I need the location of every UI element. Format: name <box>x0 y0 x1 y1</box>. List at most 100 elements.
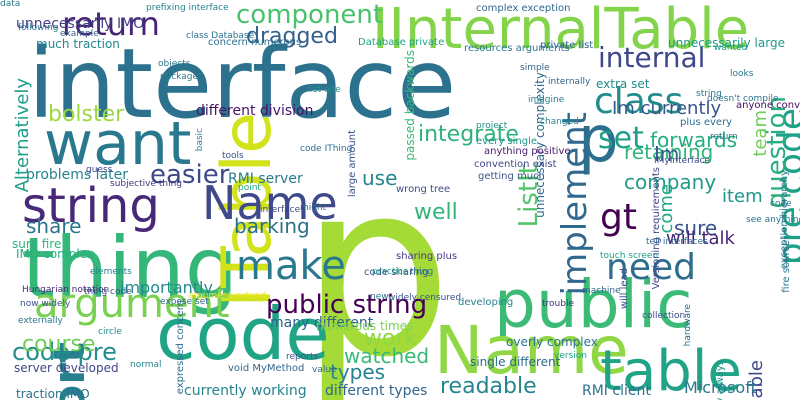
word-different-division-61: different division <box>196 103 314 119</box>
word-unnecessarily-large-80: unnecessarily large <box>668 36 785 50</box>
word-interface-1: interface <box>28 28 457 140</box>
word-rmi-server-60: RMI server <box>228 171 303 187</box>
word-wanted-142: wanted <box>714 43 748 53</box>
word-string-11: string <box>22 178 160 234</box>
word-company-43: company <box>624 170 717 194</box>
word-expressed-concern-99: expressed concern <box>175 300 186 395</box>
word-fire-source-89: fire source <box>781 240 792 293</box>
word-unnecessary-complexity-96: unnecessary complexity <box>533 72 547 218</box>
word-trouble-134: trouble <box>542 299 574 309</box>
word-see-anything-111: see anything <box>746 215 800 225</box>
word-subjective-thing-105: subjective thing <box>110 179 182 189</box>
word-integrate-26: integrate <box>418 122 519 147</box>
word-traction-imo-68: traction IMO <box>16 387 90 400</box>
word-every-single-77: every single <box>476 136 538 147</box>
word-code-5: code <box>156 292 330 376</box>
word-rmi-client-58: RMI client <box>582 383 651 399</box>
word-numerous-times-71: numerous times <box>316 319 414 333</box>
word-want-8: want <box>44 109 192 179</box>
word-argument-extend-109: argument extend <box>188 291 267 301</box>
word-reports-127: reports <box>286 352 319 362</box>
word-sure-fire-65: sure fire <box>12 237 62 251</box>
word-readable-36: readable <box>440 374 537 399</box>
word-data-149: data <box>0 0 21 9</box>
word-code-146: code <box>770 199 792 209</box>
word-return-138: return <box>710 132 738 142</box>
word-team-50: team <box>750 110 771 157</box>
word-practically-always-90: practically always <box>715 360 726 400</box>
word-sure-47: sure <box>674 216 718 240</box>
word-large-amount-106: large amount <box>347 130 358 198</box>
word-name-7: Name <box>434 312 629 389</box>
word-prefixing-interface-85: prefixing interface <box>146 3 229 13</box>
word-class-17: class <box>594 81 684 122</box>
word-problems-later-62: problems later <box>26 167 128 183</box>
word-unnecessarily-imo-63: unnecessarily IMO <box>16 16 145 32</box>
word-string-143: string <box>696 89 722 99</box>
word-imagine-123: imagine <box>528 95 565 105</box>
word-well-42: well <box>414 200 458 225</box>
word-make-14: make <box>236 243 346 289</box>
word-example-120: example <box>60 29 99 39</box>
word-guess-135: guess <box>86 165 113 175</box>
word-wrong-tree-79: wrong tree <box>396 184 451 195</box>
word-will-lead-93: will lead <box>619 268 630 310</box>
word-barking-41: barking <box>234 214 310 238</box>
word-hungarian-notation-102: Hungarian notation <box>22 285 110 295</box>
word-im-currently-45: Im currently <box>612 98 722 119</box>
word-plus-every-75: plus every <box>680 117 733 128</box>
word-public-6: public <box>494 266 693 343</box>
word-changed-140: changed <box>540 117 579 127</box>
word-touch-screen-113: touch screen <box>600 251 659 261</box>
word-package-118: package <box>160 72 198 82</box>
word-concern-numerous-86: concern numerous <box>208 37 302 48</box>
word-developing-94: developing <box>458 297 514 308</box>
word-anyone-convince-76: anyone convince <box>736 100 800 111</box>
word-interface-141: interface <box>260 205 301 215</box>
word-list-one-107: list one <box>308 85 341 95</box>
word-collection-92: collection <box>642 311 686 321</box>
word-point-145: point <box>238 183 261 193</box>
word-project-126: project <box>476 121 508 131</box>
word-internally-122: internally <box>548 77 591 87</box>
word-retaining-38: retaining <box>624 140 714 164</box>
word-im-46: Im <box>654 142 680 166</box>
word-gt-21: gt <box>600 197 637 238</box>
word-now-widely-104: now widely <box>20 299 71 309</box>
word-version-136: version <box>554 351 587 361</box>
word-imo-complex-67: IMO complex <box>16 247 95 261</box>
word-importantly-55: importantly <box>120 278 213 297</box>
word-following-121: following <box>18 23 59 33</box>
word-forwards-44: forwards <box>650 128 738 152</box>
word-versioning-requirements-91: Versioning requirements <box>651 167 662 290</box>
word-many-different-59: many different <box>270 315 374 331</box>
word-share-40: share <box>26 214 82 238</box>
word-complex-exception-81: complex exception <box>476 3 571 14</box>
word-hardware-133: hardware <box>683 304 693 347</box>
word-machine-124: machine <box>582 286 621 296</box>
word-database-private-82: Database private <box>358 37 445 48</box>
word-set-25: set <box>598 121 644 156</box>
word-elements-116: elements <box>90 267 132 277</box>
word-implement-19: implement <box>555 112 595 296</box>
word-microsoft-54: Microsoft <box>684 378 757 397</box>
word-getting-much-78: getting much <box>478 171 545 182</box>
word-overly-complex-73: overly complex <box>506 335 598 349</box>
word-private-list-84: private list <box>540 40 594 51</box>
word-argument-13: argument <box>34 281 230 327</box>
word-passed-backwards-95: passed backwards <box>403 50 417 161</box>
word-expose-set-115: expose set <box>160 297 209 307</box>
word-item-48: item <box>722 186 763 207</box>
word-thing-144: thing <box>410 267 434 277</box>
word-p-0: p <box>300 130 453 400</box>
word-widely-censured-101: widely censured <box>388 293 462 303</box>
word-anything-positive-98: anything positive <box>484 146 571 157</box>
word-sharing-plus-70: sharing plus <box>396 251 458 262</box>
word-simple-139: simple <box>520 63 550 73</box>
word-looks-137: looks <box>730 69 754 79</box>
word-normal-130: normal <box>130 360 162 370</box>
word-objects-119: objects <box>158 59 191 69</box>
word-course-30: course <box>22 332 96 357</box>
word-dragged-37: dragged <box>246 24 338 49</box>
word-easier-29: easier <box>150 160 230 190</box>
